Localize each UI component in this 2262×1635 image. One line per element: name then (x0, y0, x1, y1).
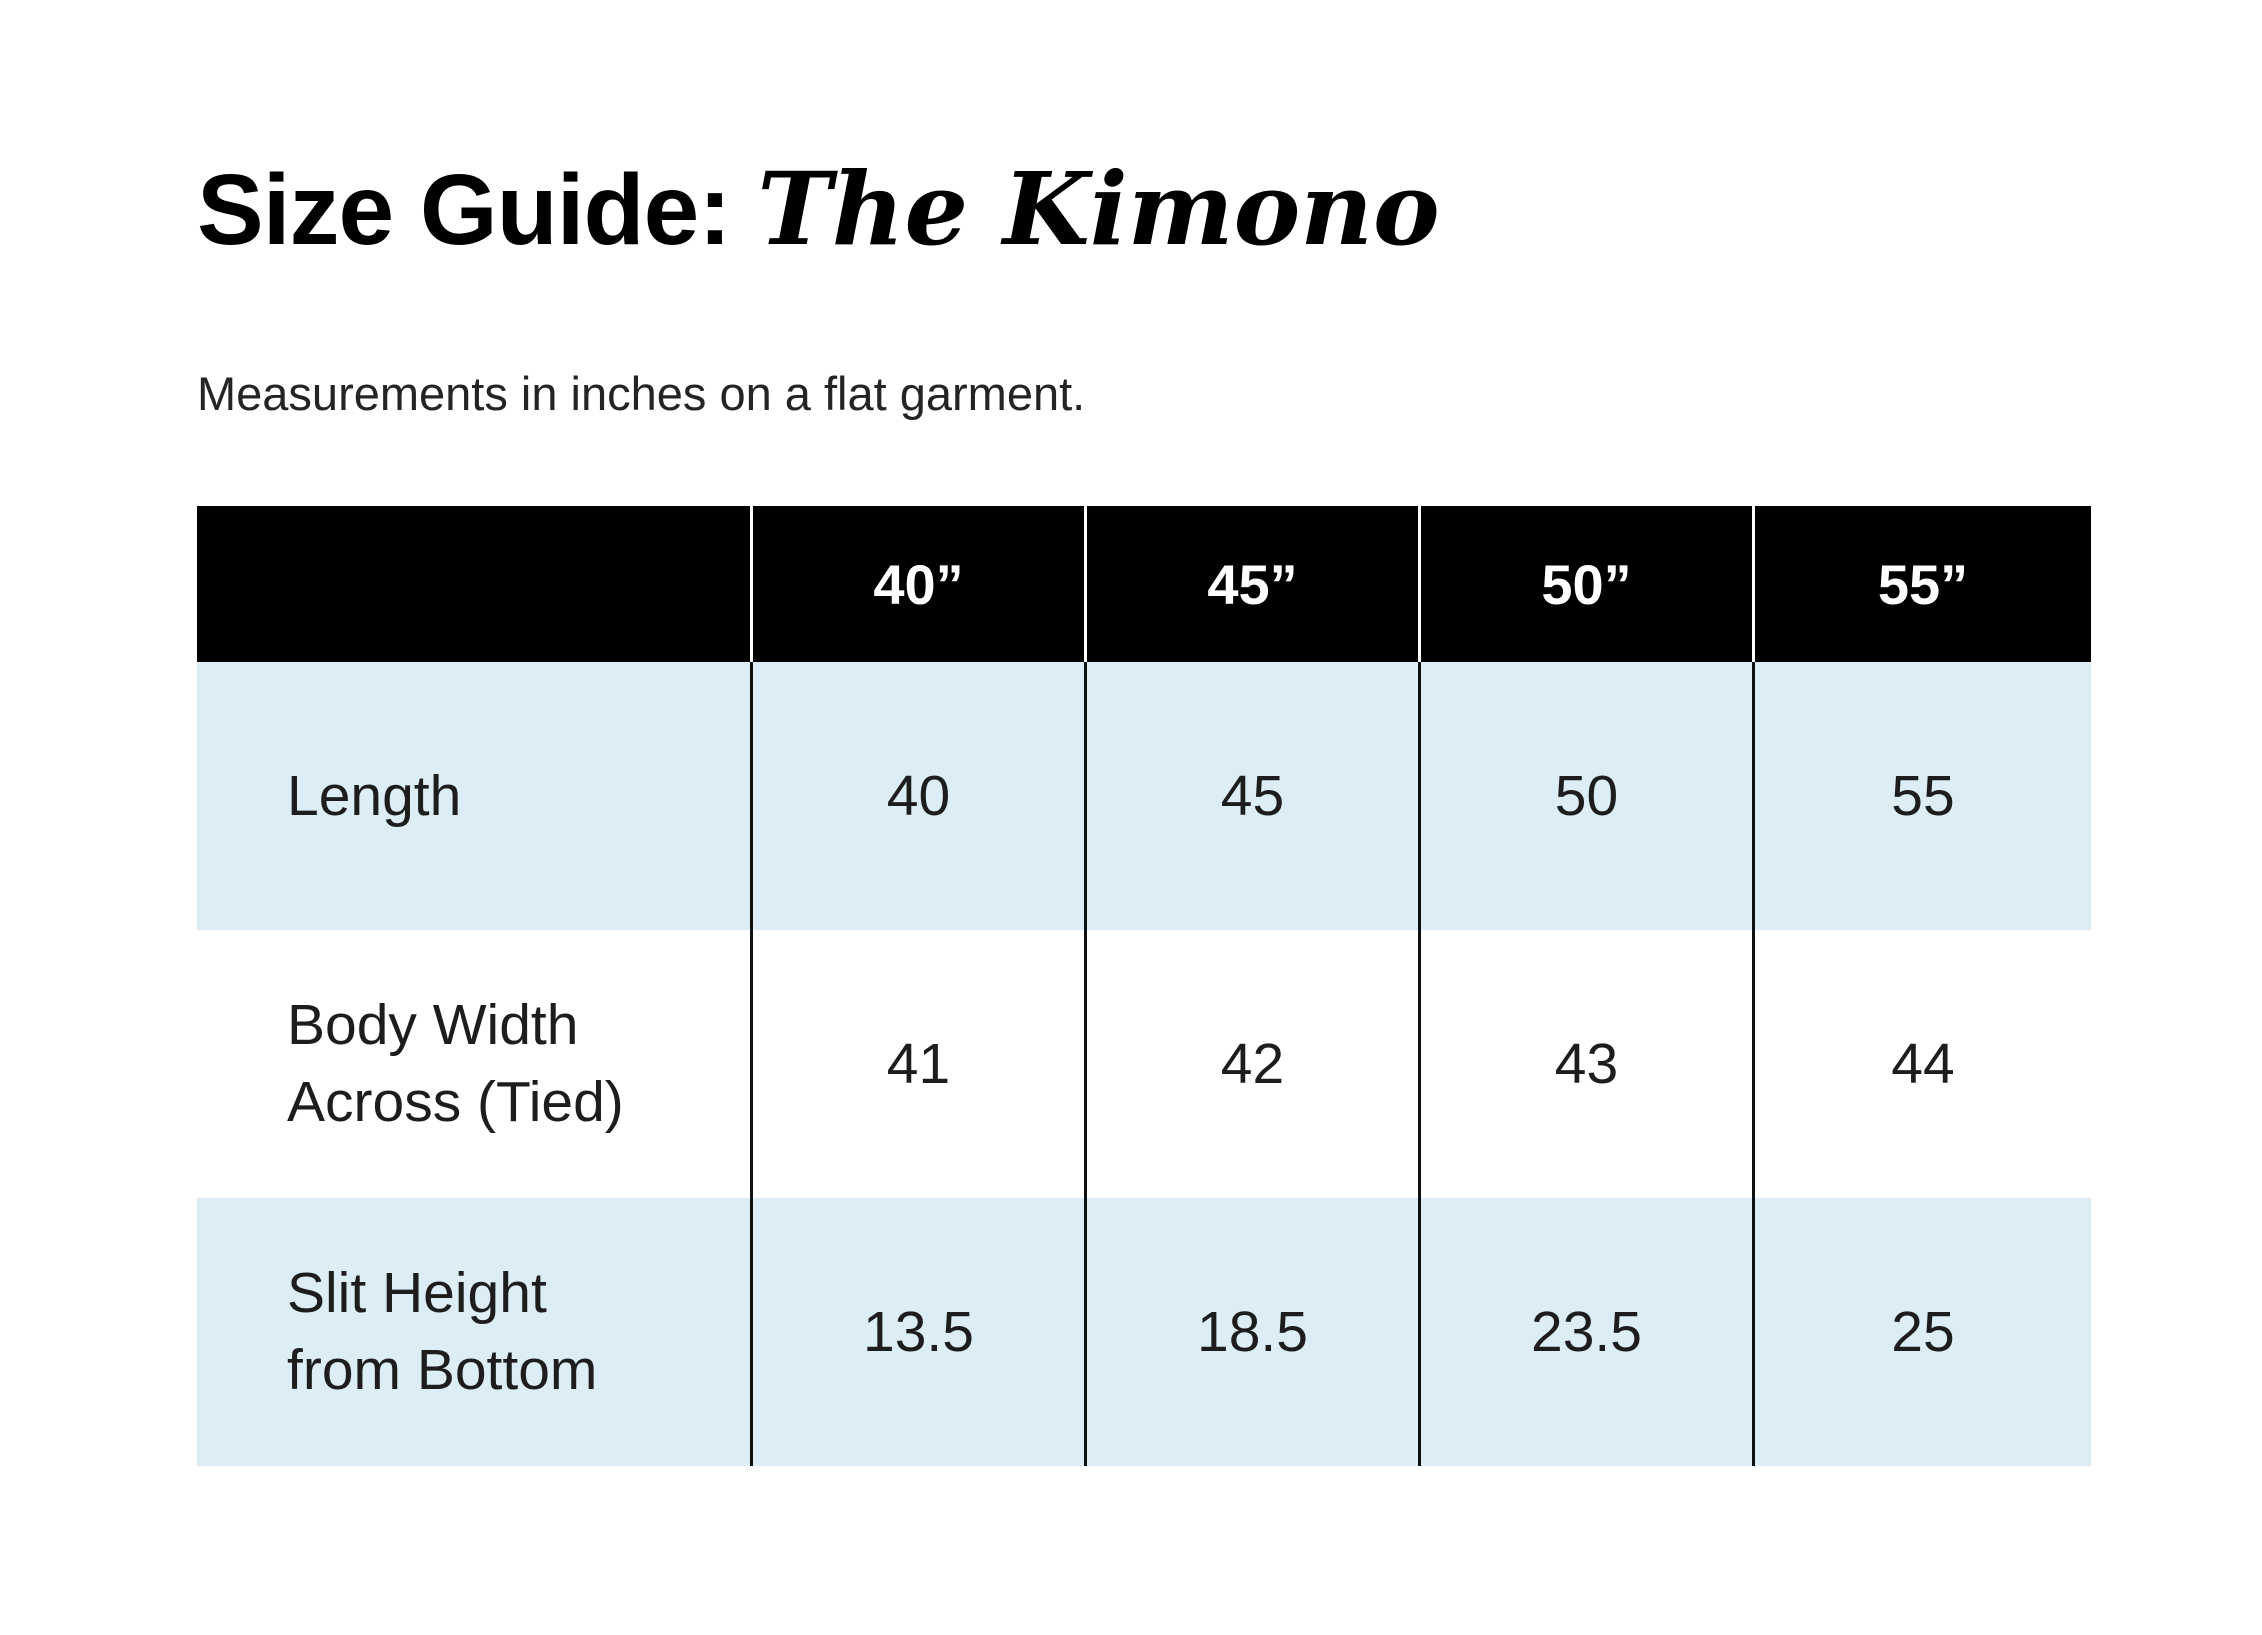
table-row-slit-height: Slit Height from Bottom 13.5 18.5 23.5 2… (197, 1198, 2091, 1467)
table-cell: 44 (1891, 1032, 1955, 1097)
page-title: Size Guide: The Kimono (197, 0, 2091, 268)
page-title-prefix: Size Guide: (197, 154, 758, 266)
table-row-length: Length 40 45 50 55 (197, 662, 2091, 931)
content-area: Size Guide: The Kimono Measurements in i… (197, 0, 2091, 1467)
table-cell: 45 (1087, 662, 1421, 931)
table-cell: 43 (1421, 930, 1755, 1199)
column-header-55: 55” (1877, 552, 1969, 616)
column-header-45: 45” (1087, 506, 1421, 663)
row-label: Length (197, 662, 753, 931)
table-cell: 42 (1087, 930, 1421, 1199)
table-cell: 23.5 (1421, 1198, 1755, 1467)
page-title-product-name: The Kimono (757, 150, 1440, 268)
corner-cell (197, 506, 753, 663)
table-cell: 40 (753, 662, 1087, 931)
table-cell: 50 (1421, 662, 1755, 931)
table-header-row: 40” 45” 50” 55” (197, 506, 2091, 663)
table-cell: 13.5 (753, 1198, 1087, 1467)
row-label: Slit Height from Bottom (197, 1198, 753, 1467)
table-cell: 18.5 (1087, 1198, 1421, 1467)
table-cell: 55 (1891, 764, 1955, 829)
column-header-50: 50” (1421, 506, 1755, 663)
measurement-note: Measurements in inches on a flat garment… (197, 367, 1086, 420)
row-label: Body Width Across (Tied) (197, 930, 753, 1199)
size-table: 40” 45” 50” 55” Length 40 45 50 55 Body … (197, 506, 2091, 1467)
column-header-40: 40” (753, 506, 1087, 663)
table-cell: 41 (753, 930, 1087, 1199)
table-row-body-width: Body Width Across (Tied) 41 42 43 44 (197, 930, 2091, 1199)
table-cell: 25 (1891, 1300, 1955, 1365)
